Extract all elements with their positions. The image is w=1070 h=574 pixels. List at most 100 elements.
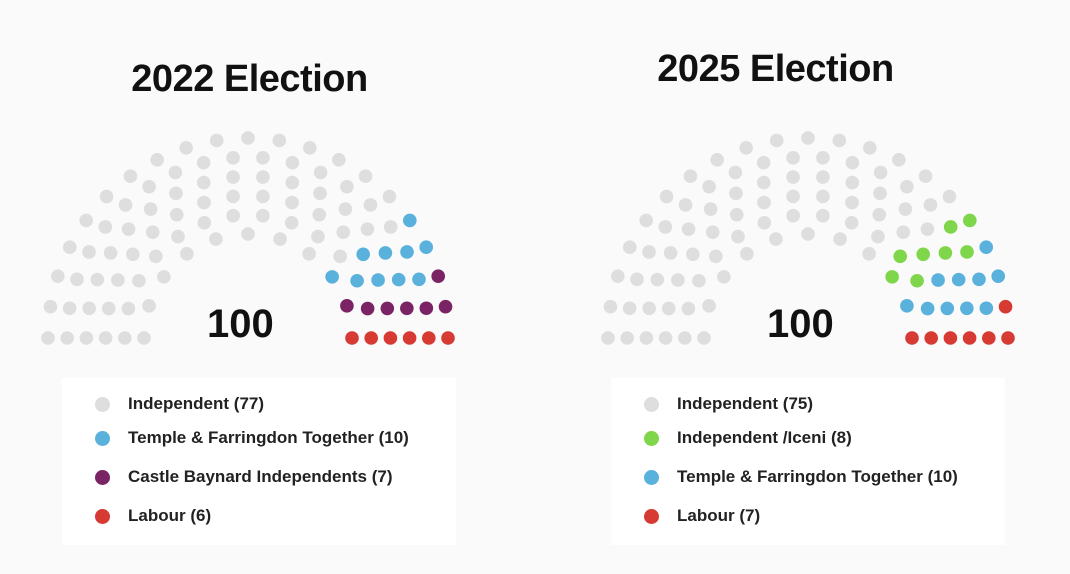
seat-dot [786, 151, 800, 165]
chart-2022: 2022 Election 100 Independent (77) Templ… [41, 58, 456, 545]
seat-dot [311, 229, 325, 244]
seat-dot [336, 225, 351, 239]
seat-dot [179, 140, 193, 155]
seat-dot [920, 301, 935, 316]
seat-dot [681, 222, 696, 236]
seat-dot [196, 175, 211, 190]
seat-dot [610, 269, 625, 283]
seat-dot [209, 133, 224, 148]
seat-dot [256, 151, 270, 165]
seat-dot [863, 140, 877, 155]
seat-dot [125, 247, 140, 262]
seat-dot [98, 331, 113, 345]
seat-dot [148, 249, 163, 264]
seat-dot [285, 175, 300, 190]
seat-dot [70, 272, 84, 287]
chart-2025: 2025 Election 100 Independent (75) Indep… [535, 0, 1070, 574]
legend-item: Labour (7) [644, 506, 760, 526]
seat-dot [960, 245, 974, 259]
seat-dot [62, 301, 77, 316]
seat-dot [661, 301, 676, 316]
seat-dot [862, 247, 876, 261]
seat-dot [118, 331, 132, 345]
seat-dot [168, 165, 183, 180]
seat-dot [101, 301, 116, 316]
total-seats: 100 [207, 302, 274, 346]
seat-dot [708, 249, 723, 264]
seat-dot [358, 169, 373, 183]
seat-dot [938, 246, 953, 260]
seat-dot [717, 270, 731, 284]
seat-dot [873, 186, 887, 201]
seat-dot [402, 331, 417, 345]
seat-dot [801, 131, 815, 145]
seat-dot [226, 189, 240, 204]
seat-dot [180, 247, 194, 261]
seat-dot [145, 225, 160, 239]
seat-dot [845, 195, 859, 210]
seat-dot [769, 133, 784, 148]
seat-dot [98, 220, 113, 234]
seat-dot [963, 213, 977, 228]
seat-dot [272, 133, 287, 148]
seat-dot [82, 301, 96, 316]
legend-item: Labour (6) [95, 506, 211, 526]
seat-dot [960, 301, 974, 316]
legend-item: Independent (75) [644, 394, 813, 414]
seat-dot [82, 245, 96, 259]
seat-dot [284, 216, 299, 230]
seat-dot [50, 269, 65, 283]
seat-dot [331, 152, 346, 167]
seat-dot [312, 207, 327, 222]
seat-dot [350, 273, 364, 288]
legend-label: Independent (75) [677, 394, 814, 413]
seat-dot [226, 208, 240, 223]
seat-dot [900, 179, 914, 194]
legend-swatch [95, 430, 110, 446]
legend-swatch [644, 469, 659, 485]
seat-dot [731, 229, 745, 244]
seat-dot [371, 273, 385, 287]
seat-dot [170, 207, 184, 222]
legend-item: Temple & Farringdon Together (10) [644, 467, 958, 487]
seat-dot [663, 246, 678, 260]
seat-dot [285, 155, 300, 170]
seat-dot [924, 331, 938, 345]
seat-dot [603, 299, 618, 314]
seat-dot [111, 273, 125, 287]
seat-dot [916, 247, 931, 262]
seat-dot [150, 152, 165, 167]
seat-dot [620, 331, 634, 345]
seat-dot [380, 301, 395, 316]
seat-dot [728, 165, 743, 180]
seat-dot [872, 207, 886, 222]
seat-dot [1001, 331, 1015, 345]
seat-dot [360, 222, 375, 236]
legend: Independent (77) Temple & Farringdon Tog… [62, 378, 456, 545]
seat-dot [142, 179, 156, 194]
seat-dot [143, 202, 158, 216]
seat-dot [832, 133, 847, 148]
seat-dot [630, 272, 644, 287]
seat-dot [302, 247, 316, 261]
seat-dot [972, 272, 986, 287]
seat-dot [730, 207, 744, 222]
legend-swatch [95, 469, 110, 485]
legend-swatch [644, 508, 659, 524]
seat-dot [979, 301, 994, 316]
parliament-seats [41, 131, 455, 345]
seat-dot [403, 213, 417, 228]
seat-dot [412, 272, 426, 287]
legend: Independent (75) Independent /Iceni (8) … [611, 378, 1005, 545]
seat-dot [132, 273, 146, 288]
seat-dot [685, 247, 700, 262]
legend-swatch [95, 508, 110, 524]
seat-dot [900, 299, 914, 313]
seat-dot [383, 220, 398, 234]
legend-label: Temple & Farringdon Together (10) [128, 428, 409, 447]
seat-dot [671, 273, 685, 287]
seat-dot [79, 331, 94, 345]
seat-dot [920, 222, 935, 236]
parliament-seats [601, 131, 1015, 345]
seat-dot [844, 216, 859, 230]
